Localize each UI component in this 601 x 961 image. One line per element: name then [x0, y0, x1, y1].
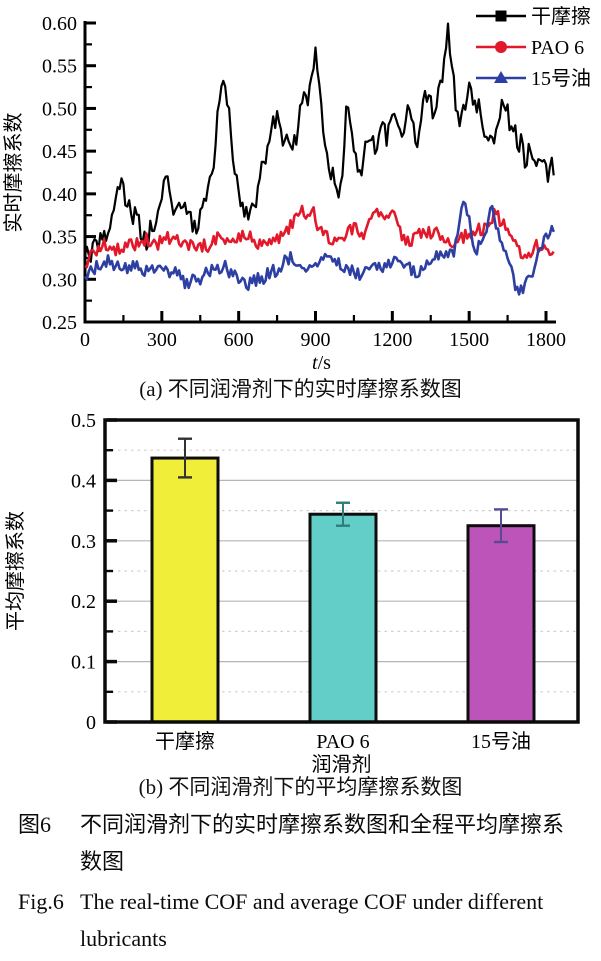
legend-label: 干摩擦 — [531, 5, 591, 28]
subcaption-a: (a) 不同润滑剂下的实时摩擦系数图 — [139, 377, 462, 401]
category-label: 15号油 — [471, 730, 531, 753]
y-tick-label: 0.2 — [71, 591, 96, 613]
series-line-PAO 6 — [84, 204, 555, 269]
x-tick-label: 1500 — [449, 329, 489, 351]
bar-干摩擦 — [150, 456, 220, 724]
x-tick-label: 900 — [301, 329, 331, 351]
y-tick-label: 0.3 — [71, 531, 96, 553]
legend-triangle-marker-icon — [494, 71, 508, 83]
y-axis-label: 实时摩擦系数 — [2, 113, 25, 233]
figure-caption-en-text: The real-time COF and average COF under … — [80, 889, 544, 951]
bars — [150, 456, 536, 724]
series-line-干摩擦 — [83, 22, 555, 263]
y-tick-label: 0.50 — [42, 98, 77, 120]
legend: 干摩擦 PAO 6 15号油 — [476, 5, 591, 90]
figure-caption: 图6 不同润滑剂下的实时摩擦系数图和全程平均摩擦系数图 Fig.6 The re… — [0, 806, 601, 957]
figure-caption-en: Fig.6 The real-time COF and average COF … — [0, 883, 601, 957]
axes-b: 0 0.1 0.2 0.3 0.4 0.5 — [71, 410, 117, 734]
y-tick-label: 0.5 — [71, 410, 96, 432]
bar-15号油 — [466, 524, 536, 724]
category-label: PAO 6 — [316, 731, 369, 753]
figure-caption-zh: 图6 不同润滑剂下的实时摩擦系数图和全程平均摩擦系数图 — [0, 806, 601, 880]
y-tick-label: 0.35 — [42, 227, 77, 249]
error-bar-干摩擦 — [178, 437, 192, 479]
y-tick-label: 0.40 — [42, 184, 77, 206]
axes-a: 0.25 0.30 0.35 0.40 0.45 0.50 0.55 0.60 0 300 600 9… — [42, 13, 566, 351]
category-label: 干摩擦 — [155, 730, 215, 753]
legend-label: PAO 6 — [531, 37, 584, 59]
y-tick-label: 0.4 — [71, 470, 96, 492]
y-tick-label: 0.30 — [42, 269, 77, 291]
y-tick-label: 0.1 — [71, 652, 96, 674]
y-tick-label: 0.60 — [42, 13, 77, 35]
series-line-15号油 — [83, 200, 555, 296]
y-tick-label: 0.45 — [42, 141, 77, 163]
error-bar-15号油 — [494, 508, 508, 544]
bar-PAO 6 — [308, 512, 378, 724]
line-chart: 0.25 0.30 0.35 0.40 0.45 0.50 0.55 0.60 0 300 600 9… — [2, 5, 591, 373]
figure-number-zh: 图6 — [18, 812, 52, 837]
subcaption-b: (b) 不同润滑剂下的平均摩擦系数图 — [138, 775, 463, 799]
x-tick-label: 1200 — [372, 329, 412, 351]
x-axis-label: 润滑剂 — [312, 753, 372, 776]
x-tick-label: 0 — [80, 329, 90, 351]
error-bar-PAO 6 — [336, 501, 350, 527]
x-tick-label: 1800 — [526, 329, 566, 351]
x-tick-label: 600 — [224, 329, 254, 351]
y-axis-label: 平均摩擦系数 — [4, 511, 27, 631]
figure-caption-zh-text: 不同润滑剂下的实时摩擦系数图和全程平均摩擦系数图 — [80, 812, 565, 874]
legend-label: 15号油 — [531, 67, 591, 90]
x-axis-label: t/s — [312, 352, 331, 373]
y-tick-label: 0 — [86, 712, 96, 734]
legend-square-marker-icon — [495, 10, 507, 22]
figure-number-en: Fig.6 — [18, 889, 64, 914]
plot-frame — [103, 418, 580, 724]
legend-circle-marker-icon — [495, 41, 507, 53]
y-tick-label: 0.55 — [42, 56, 77, 78]
x-tick-label: 300 — [147, 329, 177, 351]
y-tick-label: 0.25 — [42, 312, 77, 334]
